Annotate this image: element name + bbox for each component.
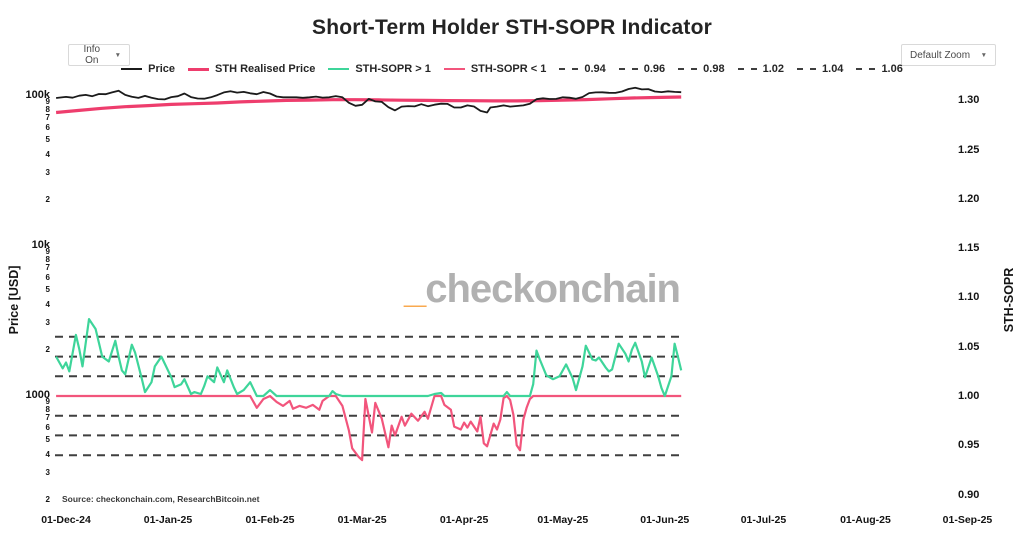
line-swatch xyxy=(443,68,465,70)
price-tick-7000: 7 xyxy=(45,263,50,273)
sth-sopr-above-1-line xyxy=(55,318,683,398)
sopr-tick-1.05: 1.05 xyxy=(958,340,980,353)
price-tick-600: 6 xyxy=(45,423,50,433)
price-tick-800: 8 xyxy=(45,404,50,414)
price-tick-500: 5 xyxy=(45,435,50,445)
line-swatch xyxy=(121,68,143,70)
legend-item-0.96[interactable]: 0.96 xyxy=(618,63,666,75)
price-tick-9000: 9 xyxy=(45,246,50,256)
dashed-line-swatch xyxy=(618,68,638,70)
legend-item-0.98[interactable]: 0.98 xyxy=(678,63,725,75)
dashed-line-swatch xyxy=(559,68,579,70)
chart-title: Short-Term Holder STH-SOPR Indicator xyxy=(311,16,712,39)
legend-item-sth-sopr-1[interactable]: STH-SOPR < 1 xyxy=(443,63,547,75)
line-swatch xyxy=(328,68,350,70)
x-tick-01-Aug-25: 01-Aug-25 xyxy=(840,514,891,526)
price-tick-6000: 6 xyxy=(45,273,50,283)
legend-label: 0.94 xyxy=(584,63,606,75)
legend: Price STH Realised Price STH-SOPR > 1 STH-S… xyxy=(0,63,1024,75)
sopr-tick-1.30: 1.30 xyxy=(958,94,980,107)
price-tick-700: 7 xyxy=(45,413,50,423)
legend-label: 1.06 xyxy=(881,63,903,75)
legend-item-0.94[interactable]: 0.94 xyxy=(559,63,606,75)
legend-label: 1.04 xyxy=(822,63,844,75)
price-tick-8000: 8 xyxy=(45,254,50,264)
sopr-tick-0.90: 0.90 xyxy=(958,488,980,501)
line-swatch xyxy=(188,67,210,71)
sopr-tick-1.15: 1.15 xyxy=(958,242,980,255)
price-tick-3000: 3 xyxy=(45,318,50,328)
x-tick-01-Jun-25: 01-Jun-25 xyxy=(640,514,690,526)
legend-label: Price xyxy=(148,63,176,75)
legend-item-1.04[interactable]: 1.04 xyxy=(797,63,843,75)
price-tick-400: 4 xyxy=(45,449,50,459)
price-tick-60000: 6 xyxy=(45,123,50,133)
y-axis-title-price: Price [USD] xyxy=(7,265,21,335)
price-tick-10k: 10k xyxy=(31,239,50,251)
sopr-tick-1.00: 1.00 xyxy=(958,390,980,402)
sopr-tick-1.20: 1.20 xyxy=(958,192,980,205)
x-tick-01-Mar-25: 01-Mar-25 xyxy=(337,514,387,526)
legend-label: STH-SOPR > 1 xyxy=(355,63,431,75)
price-tick-1000: 1000 xyxy=(25,389,50,401)
x-tick-01-Jan-25: 01-Jan-25 xyxy=(143,514,193,526)
info-toggle-label: Info On xyxy=(83,44,101,66)
caret-down-icon: ▼ xyxy=(980,51,987,59)
price-tick-40000: 4 xyxy=(45,149,50,159)
x-tick-01-Sep-25: 01-Sep-25 xyxy=(942,514,993,526)
price-line xyxy=(56,86,682,114)
price-tick-80000: 8 xyxy=(45,104,50,114)
legend-item-price[interactable]: Price xyxy=(121,63,175,75)
price-tick-50000: 5 xyxy=(45,135,50,145)
price-tick-4000: 4 xyxy=(45,299,50,309)
legend-label: 1.02 xyxy=(762,63,785,75)
zoom-preset-label: Default Zoom xyxy=(910,49,971,61)
legend-label: STH-SOPR < 1 xyxy=(470,63,547,75)
info-toggle-button[interactable]: Info On ▼ xyxy=(68,44,130,66)
price-tick-2000: 2 xyxy=(45,344,50,354)
legend-label: 0.98 xyxy=(703,63,725,75)
price-tick-300: 3 xyxy=(45,468,50,478)
zoom-preset-button[interactable]: Default Zoom ▼ xyxy=(901,44,996,66)
sopr-tick-0.95: 0.95 xyxy=(958,439,980,452)
dashed-line-swatch xyxy=(678,68,698,70)
legend-item-sth-sopr-1[interactable]: STH-SOPR > 1 xyxy=(328,63,431,75)
price-tick-5000: 5 xyxy=(45,285,50,295)
x-tick-01-Feb-25: 01-Feb-25 xyxy=(245,514,295,526)
dashed-line-swatch xyxy=(797,68,817,70)
price-tick-20000: 2 xyxy=(45,194,50,204)
legend-label: 0.96 xyxy=(643,63,666,75)
dashed-line-swatch xyxy=(737,68,757,70)
price-tick-100k: 100k xyxy=(25,89,50,101)
legend-label: STH Realised Price xyxy=(215,63,316,75)
x-tick-01-Apr-25: 01-Apr-25 xyxy=(439,514,489,526)
x-tick-01-May-25: 01-May-25 xyxy=(537,514,589,526)
caret-down-icon: ▼ xyxy=(114,51,121,59)
sth-sopr-below-1-line xyxy=(56,394,682,462)
x-tick-01-Jul-25: 01-Jul-25 xyxy=(740,514,787,526)
sopr-tick-1.10: 1.10 xyxy=(958,291,980,304)
sopr-tick-1.25: 1.25 xyxy=(958,143,980,156)
price-tick-200: 2 xyxy=(45,494,50,504)
source-note: Source: checkonchain.com, ResearchBitcoi… xyxy=(62,494,260,504)
y-axis-title-sopr: STH-SOPR xyxy=(1002,267,1016,333)
price-tick-900: 9 xyxy=(45,396,50,406)
legend-item-sth-realised-price[interactable]: STH Realised Price xyxy=(188,63,315,75)
legend-item-1.02[interactable]: 1.02 xyxy=(737,63,785,75)
dashed-line-swatch xyxy=(856,68,876,70)
price-tick-70000: 7 xyxy=(45,113,50,123)
x-tick-01-Dec-24: 01-Dec-24 xyxy=(41,514,91,526)
legend-item-1.06[interactable]: 1.06 xyxy=(856,63,903,75)
price-tick-90000: 9 xyxy=(45,96,50,106)
price-tick-30000: 3 xyxy=(45,168,50,178)
